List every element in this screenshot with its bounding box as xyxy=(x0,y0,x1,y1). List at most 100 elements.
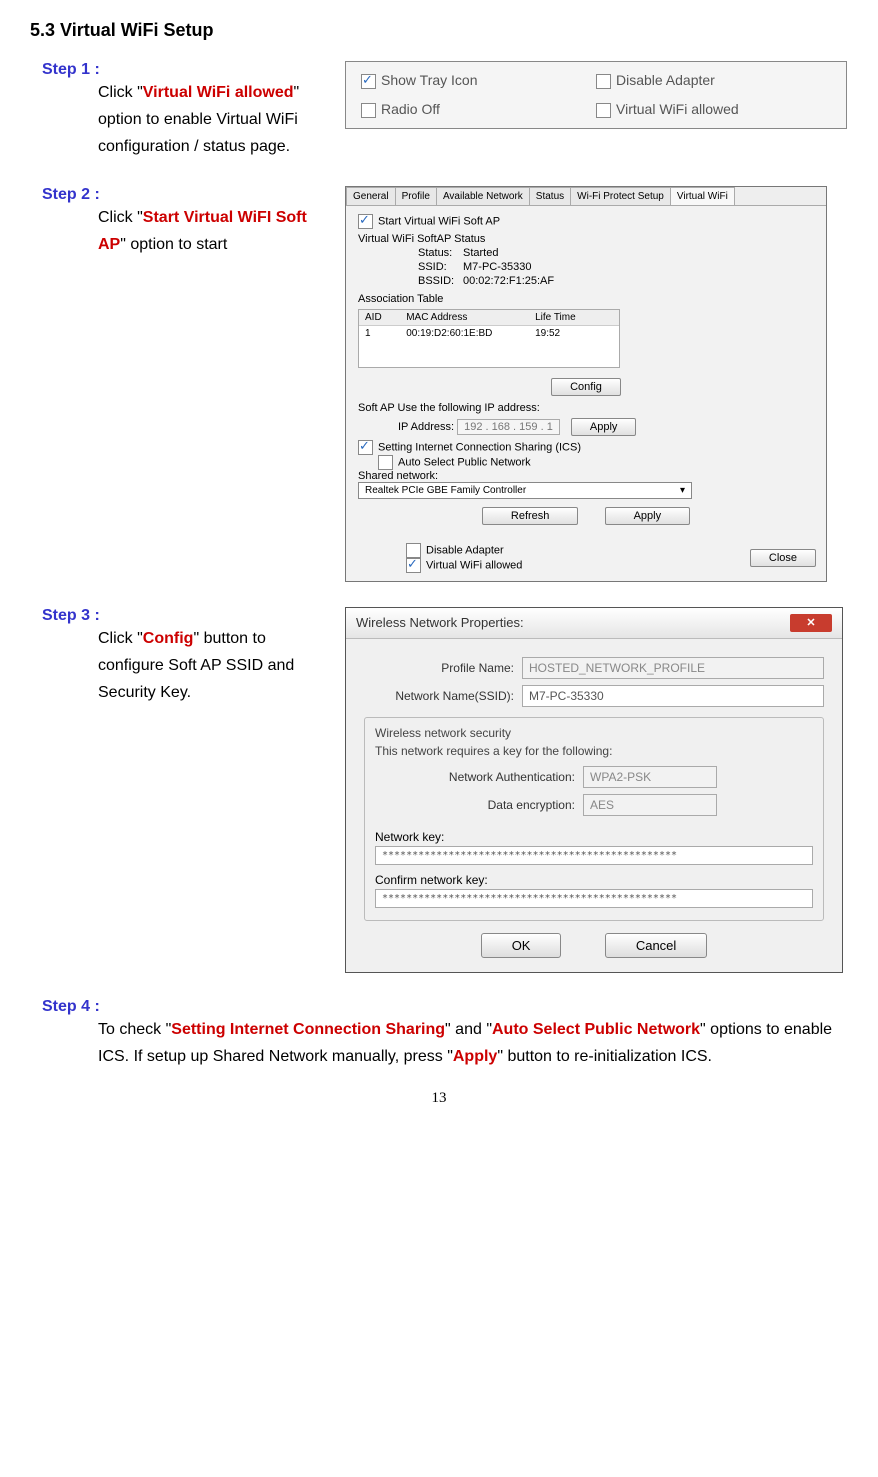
foot1-label: Disable Adapter xyxy=(426,544,504,556)
show-tray-icon-option[interactable]: Show Tray Icon xyxy=(361,72,596,89)
shared-network-select[interactable]: Realtek PCIe GBE Family Controller ▾ xyxy=(358,482,692,499)
cancel-button[interactable]: Cancel xyxy=(605,933,707,958)
foot2-label: Virtual WiFi allowed xyxy=(426,559,522,571)
opt3-label: Radio Off xyxy=(381,101,440,117)
step-1-row: Step 1 : Click "Virtual WiFi allowed" op… xyxy=(30,61,848,161)
shared-network-value: Realtek PCIe GBE Family Controller xyxy=(365,485,526,496)
encryption-label: Data encryption: xyxy=(375,798,583,812)
opt2-label: Disable Adapter xyxy=(616,72,715,88)
step-1-red: Virtual WiFi allowed xyxy=(143,84,294,101)
ics-label: Setting Internet Connection Sharing (ICS… xyxy=(378,441,581,453)
security-group: Wireless network security This network r… xyxy=(364,717,824,921)
checkbox-icon xyxy=(406,558,421,573)
confirm-key-label: Confirm network key: xyxy=(375,873,813,887)
checkbox-icon xyxy=(596,103,611,118)
step-4-label: Step 4 : xyxy=(42,998,848,1016)
tab-virtual-wifi[interactable]: Virtual WiFi xyxy=(670,187,735,205)
shared-network-label: Shared network: xyxy=(358,470,814,482)
association-table: AID MAC Address Life Time 1 00:19:D2:60:… xyxy=(358,309,620,368)
footer-checks: Disable Adapter Virtual WiFi allowed xyxy=(406,543,522,573)
virtual-wifi-allowed-option[interactable]: Virtual WiFi allowed xyxy=(596,101,831,118)
auth-select[interactable]: WPA2-PSK xyxy=(583,766,717,788)
tab-available-network[interactable]: Available Network xyxy=(436,187,530,205)
th-aid: AID xyxy=(359,310,400,325)
dialog-title: Wireless Network Properties: xyxy=(356,615,524,630)
step-1-body: Click "Virtual WiFi allowed" option to e… xyxy=(98,79,330,161)
tab-general[interactable]: General xyxy=(346,187,396,205)
encryption-select[interactable]: AES xyxy=(583,794,717,816)
th-mac: MAC Address xyxy=(400,310,529,325)
ip-apply-button[interactable]: Apply xyxy=(571,418,637,436)
ssid-row: SSID:M7-PC-35330 xyxy=(418,261,814,273)
config-row: Config xyxy=(358,378,814,396)
wireless-properties-dialog: Wireless Network Properties: ✕ Profile N… xyxy=(345,607,843,973)
ssid-label: SSID: xyxy=(418,261,463,273)
auto-select-checkbox[interactable]: Auto Select Public Network xyxy=(358,455,814,470)
refresh-apply-row: Refresh Apply xyxy=(358,507,814,525)
tabs: General Profile Available Network Status… xyxy=(346,187,826,206)
step-4-row: Step 4 : To check "Setting Internet Conn… xyxy=(30,998,848,1070)
config-button[interactable]: Config xyxy=(551,378,621,396)
tab-profile[interactable]: Profile xyxy=(395,187,437,205)
start-soft-ap-checkbox[interactable]: Start Virtual WiFi Soft AP xyxy=(358,214,814,229)
start-soft-ap-label: Start Virtual WiFi Soft AP xyxy=(378,215,500,227)
tab-status[interactable]: Status xyxy=(529,187,571,205)
refresh-button[interactable]: Refresh xyxy=(482,507,579,525)
panel2-footer: Disable Adapter Virtual WiFi allowed Clo… xyxy=(346,537,826,581)
step-2-pre: Click " xyxy=(98,209,143,226)
confirm-key-input[interactable]: ****************************************… xyxy=(375,889,813,908)
assoc-table-title: Association Table xyxy=(358,293,814,305)
step-4-post: " button to re-initialization ICS. xyxy=(497,1048,712,1065)
ics-checkbox[interactable]: Setting Internet Connection Sharing (ICS… xyxy=(358,440,814,455)
step-3-body: Click "Config" button to configure Soft … xyxy=(98,625,330,707)
ip-row: IP Address: 192 . 168 . 159 . 1 Apply xyxy=(358,418,814,436)
checkbox-icon xyxy=(361,74,376,89)
network-key-label: Network key: xyxy=(375,830,813,844)
virtual-wifi-panel: General Profile Available Network Status… xyxy=(345,186,827,582)
opt1-label: Show Tray Icon xyxy=(381,72,478,88)
step-2-text: Step 2 : Click "Start Virtual WiFI Soft … xyxy=(30,186,330,258)
section-title: 5.3 Virtual WiFi Setup xyxy=(30,20,848,41)
network-name-input[interactable]: M7-PC-35330 xyxy=(522,685,824,707)
tab-wps[interactable]: Wi-Fi Protect Setup xyxy=(570,187,671,205)
close-button[interactable]: Close xyxy=(750,549,816,567)
security-group-title: Wireless network security xyxy=(375,726,813,740)
dialog-body: Profile Name: HOSTED_NETWORK_PROFILE Net… xyxy=(346,639,842,972)
softap-status-title: Virtual WiFi SoftAP Status xyxy=(358,233,814,245)
disable-adapter-option[interactable]: Disable Adapter xyxy=(596,72,831,89)
foot-virtual-wifi-allowed[interactable]: Virtual WiFi allowed xyxy=(406,558,522,573)
foot-disable-adapter[interactable]: Disable Adapter xyxy=(406,543,522,558)
step-2-label: Step 2 : xyxy=(42,186,330,204)
checkbox-icon xyxy=(596,74,611,89)
apply-button[interactable]: Apply xyxy=(605,507,691,525)
auth-row: Network Authentication: WPA2-PSK xyxy=(375,766,813,788)
checkbox-icon xyxy=(378,455,393,470)
network-name-row: Network Name(SSID): M7-PC-35330 xyxy=(364,685,824,707)
step-4-mid1: " and " xyxy=(445,1021,492,1038)
bssid-row: BSSID:00:02:72:F1:25:AF xyxy=(418,275,814,287)
close-icon[interactable]: ✕ xyxy=(790,614,832,632)
tray-options-panel: Show Tray Icon Disable Adapter Radio Off… xyxy=(345,61,847,129)
step-4-body: To check "Setting Internet Connection Sh… xyxy=(98,1016,848,1070)
network-key-input[interactable]: ****************************************… xyxy=(375,846,813,865)
status-row: Status:Started xyxy=(418,247,814,259)
ip-input[interactable]: 192 . 168 . 159 . 1 xyxy=(457,419,560,435)
radio-off-option[interactable]: Radio Off xyxy=(361,101,596,118)
network-name-label: Network Name(SSID): xyxy=(364,689,522,703)
step-3-pre: Click " xyxy=(98,630,143,647)
step-4-red1: Setting Internet Connection Sharing xyxy=(171,1021,445,1038)
step-4-red2: Auto Select Public Network xyxy=(492,1021,700,1038)
td-lifetime: 19:52 xyxy=(529,326,619,341)
bssid-value: 00:02:72:F1:25:AF xyxy=(463,275,554,287)
ok-button[interactable]: OK xyxy=(481,933,562,958)
ssid-value: M7-PC-35330 xyxy=(463,261,531,273)
table-row[interactable]: 1 00:19:D2:60:1E:BD 19:52 xyxy=(359,326,619,341)
security-note: This network requires a key for the foll… xyxy=(375,744,813,758)
opt4-label: Virtual WiFi allowed xyxy=(616,101,739,117)
step-3-label: Step 3 : xyxy=(42,607,330,625)
checkbox-icon xyxy=(358,214,373,229)
step-2-body: Click "Start Virtual WiFI Soft AP" optio… xyxy=(98,204,330,258)
page-number: 13 xyxy=(30,1090,848,1107)
ip-text: Soft AP Use the following IP address: xyxy=(358,402,814,414)
status-value: Started xyxy=(463,247,498,259)
